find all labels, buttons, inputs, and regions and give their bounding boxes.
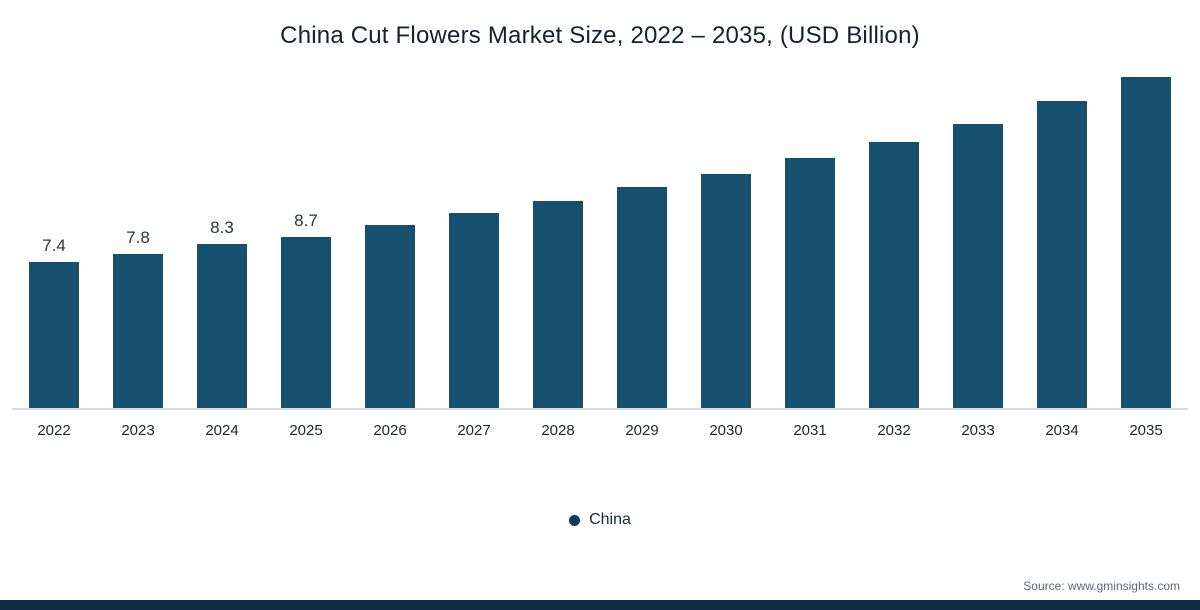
bar-value-label: 8.7 [294, 211, 318, 230]
bar [29, 262, 79, 408]
bar [869, 142, 919, 408]
bar-group: 8.7 [264, 210, 348, 408]
bar-group [1104, 50, 1188, 408]
bar-chart: 7.4 7.8 8.3 8.7 2022 2023 2024 2025 2026 2027 202… [0, 50, 1200, 439]
x-axis-label: 2027 [457, 422, 491, 439]
bar-group [684, 147, 768, 408]
x-axis-label: 2031 [793, 422, 827, 439]
bar [533, 201, 583, 408]
x-axis-label: 2033 [961, 422, 995, 439]
bars-area: 7.4 7.8 8.3 8.7 [12, 50, 1188, 408]
bar [197, 244, 247, 408]
bar-value-label: 7.4 [42, 236, 66, 255]
x-axis-label: 2035 [1129, 422, 1163, 439]
x-axis-label: 2026 [373, 422, 407, 439]
bar-group [432, 186, 516, 408]
x-axis-label: 2030 [709, 422, 743, 439]
x-axis: 2022 2023 2024 2025 2026 2027 2028 2029 2030 2031… [12, 408, 1188, 439]
bar-group: 8.3 [180, 217, 264, 408]
x-axis-label: 2023 [121, 422, 155, 439]
bar [1037, 101, 1087, 408]
bar-group [516, 174, 600, 408]
bar [113, 254, 163, 408]
bar-group: 7.8 [96, 227, 180, 408]
x-axis-label: 2024 [205, 422, 239, 439]
chart-title: China Cut Flowers Market Size, 2022 – 20… [280, 22, 920, 49]
footer-bar [0, 600, 1200, 610]
x-axis-label: 2032 [877, 422, 911, 439]
bar-group [852, 115, 936, 408]
legend: China [0, 511, 1200, 529]
x-axis-label: 2034 [1045, 422, 1079, 439]
x-axis-label: 2028 [541, 422, 575, 439]
bar [1121, 77, 1171, 408]
x-axis-label: 2025 [289, 422, 323, 439]
bar [365, 225, 415, 408]
bar [785, 158, 835, 408]
bar-value-label: 7.8 [126, 228, 150, 247]
source-text: Source: www.gminsights.com [1023, 579, 1180, 593]
bar-group [1020, 74, 1104, 408]
bar [701, 174, 751, 408]
bar-group [936, 97, 1020, 408]
bar-group [348, 198, 432, 408]
x-axis-label: 2029 [625, 422, 659, 439]
bar-group [600, 160, 684, 408]
bar-group [768, 131, 852, 408]
bar [281, 237, 331, 408]
bar [449, 213, 499, 408]
legend-dot-icon [569, 514, 581, 526]
legend-label: China [589, 511, 631, 528]
bar-group: 7.4 [12, 235, 96, 408]
bar [953, 124, 1003, 408]
bar [617, 187, 667, 408]
bar-value-label: 8.3 [210, 218, 234, 237]
x-axis-label: 2022 [37, 422, 71, 439]
